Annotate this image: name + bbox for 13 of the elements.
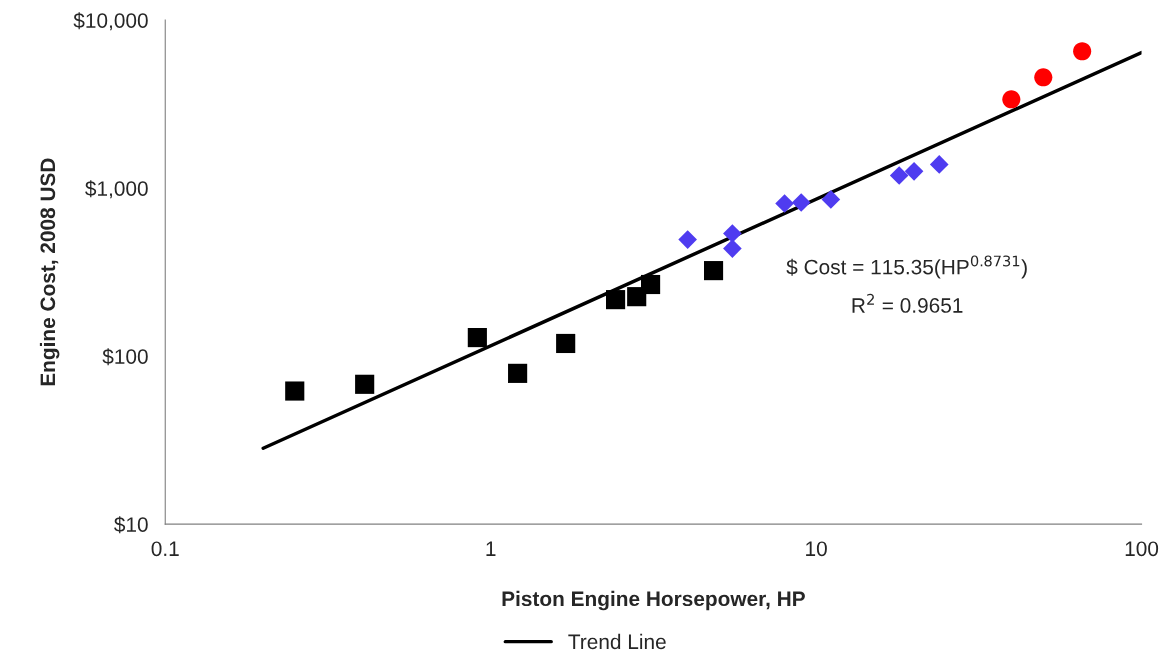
y-tick-label: $10 [114,516,148,534]
x-tick-label: 100 [1125,541,1159,557]
annotation: R$^{2}$ = 0.9651 [852,293,963,313]
x-tick-label: 1 [486,541,496,556]
legend-label: Trend Line [568,633,666,650]
annotation: $ Cost = 115.35(HP$^{0.8731}$) [786,255,1027,279]
x-tick-label: 0.1 [151,541,179,557]
x-tick-label: 10 [806,541,827,557]
x-axis-title: Piston Engine Horsepower, HP [502,590,805,611]
y-tick-label: $10,000 [73,12,148,31]
y-tick-label: $1,000 [85,180,148,199]
y-tick-label: $100 [102,348,148,366]
y-axis-title: Engine Cost, 2008 USD [39,158,60,386]
